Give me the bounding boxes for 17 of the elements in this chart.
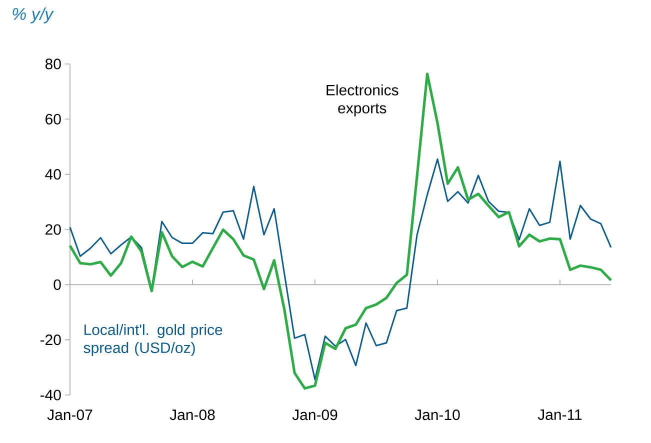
line-series <box>69 158 612 380</box>
line-series <box>68 72 612 390</box>
text: % y/y <box>12 8 54 24</box>
x-tick-label: Jan-07 <box>47 410 92 420</box>
y-tick-label: 60 <box>46 114 61 124</box>
y-tick-label: 80 <box>45 58 61 70</box>
series-label: Electronics exports <box>326 84 398 116</box>
x-tick-label: Jan-08 <box>170 410 215 420</box>
x-tick-label: Jan-11 <box>538 410 582 420</box>
y-tick-label: -40 <box>40 390 61 400</box>
y-tick-label: 0 <box>54 279 61 290</box>
y-tick-label: -20 <box>40 334 61 346</box>
y-tick-label: 20 <box>46 224 61 235</box>
x-tick-label: Jan-09 <box>292 410 338 420</box>
y-tick-label: 40 <box>45 169 61 180</box>
x-tick-label: Jan-10 <box>414 410 460 420</box>
text: Local/int'l. gold price spread (USD/oz) <box>84 324 222 356</box>
